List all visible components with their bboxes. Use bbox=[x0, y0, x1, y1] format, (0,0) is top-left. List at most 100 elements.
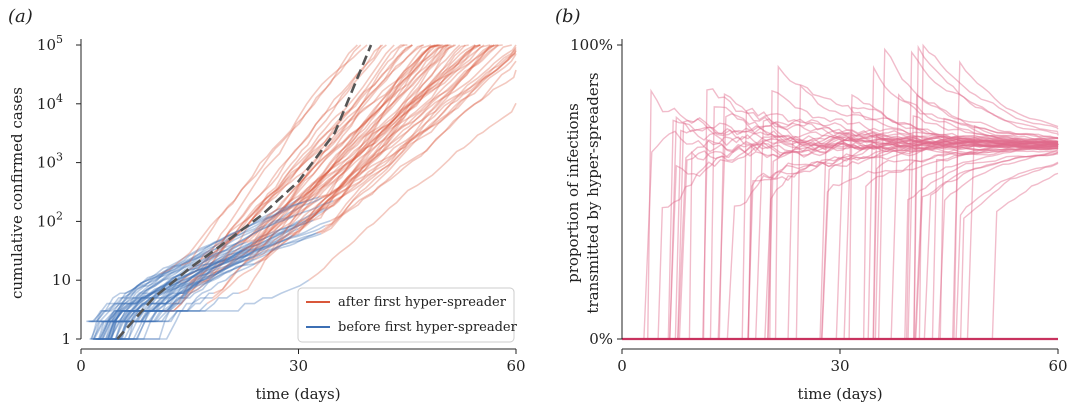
legend-frame bbox=[297, 287, 515, 343]
panel-b-run bbox=[622, 147, 1059, 340]
panel-b-run bbox=[622, 50, 1059, 340]
panel-a-run-after bbox=[313, 44, 451, 222]
panel-b-run bbox=[622, 143, 1059, 340]
panel-a-run-after bbox=[292, 44, 456, 237]
panel-a-run-before bbox=[114, 248, 247, 340]
panel-a-run-after bbox=[200, 44, 408, 260]
panel-a-run-before bbox=[103, 292, 191, 340]
panel-a-run-after bbox=[188, 44, 387, 271]
panel-a-run-before bbox=[95, 241, 248, 340]
panel-a-run-before bbox=[112, 292, 239, 340]
panel-a-run-before bbox=[112, 230, 289, 340]
panel-a: (a) 1 10 102 103 104 105 0 30 60 time (days) cum… bbox=[8, 6, 526, 403]
panel-b-run bbox=[622, 172, 1059, 340]
panel-a-run-after bbox=[253, 44, 497, 265]
panel-a-y-label: cumulative confirmed cases bbox=[8, 87, 26, 299]
panel-b-run bbox=[622, 113, 1059, 340]
panel-a-run-after bbox=[289, 48, 517, 236]
panel-a-run-after bbox=[302, 44, 491, 203]
panel-a-run-after bbox=[212, 44, 500, 299]
panel-b-y-tick-label: 100% bbox=[570, 36, 613, 54]
panel-a-x-tick-label: 0 bbox=[76, 357, 86, 375]
panel-a-run-after bbox=[320, 44, 499, 235]
panel-b-run bbox=[622, 119, 1059, 340]
panel-b-run bbox=[622, 150, 1059, 340]
panel-b-run bbox=[622, 106, 1059, 340]
panel-a-run-after bbox=[213, 44, 441, 258]
panel-b-run bbox=[622, 64, 1059, 340]
panel-a-run-after bbox=[214, 44, 441, 247]
panel-a-y-tick-exponent: 4 bbox=[56, 92, 63, 105]
panel-a-run-after bbox=[260, 46, 517, 262]
panel-a-run-after bbox=[251, 44, 481, 258]
panel-b-run bbox=[622, 141, 1059, 340]
panel-a-run-before bbox=[93, 272, 214, 340]
panel-a-run-after bbox=[160, 44, 362, 275]
panel-b-run bbox=[622, 147, 1059, 340]
panel-b-run bbox=[622, 60, 1059, 340]
panel-a-run-after bbox=[206, 53, 517, 305]
panel-b-run bbox=[622, 124, 1059, 340]
panel-b-run bbox=[622, 140, 1059, 340]
panel-a-run-after bbox=[189, 44, 461, 294]
panel-b-y-label-line1: proportion of infections bbox=[564, 103, 582, 283]
panel-a-y-tick-label: 103 bbox=[37, 151, 63, 172]
panel-b-run bbox=[622, 133, 1059, 340]
panel-a-run-before bbox=[97, 228, 299, 340]
panel-a-run-before bbox=[115, 248, 252, 340]
panel-b-run bbox=[622, 93, 1059, 340]
panel-a-run-before bbox=[106, 297, 213, 340]
panel-a-series bbox=[86, 44, 517, 340]
panel-a-run-before bbox=[108, 256, 252, 340]
panel-b-run bbox=[622, 122, 1059, 340]
panel-b-run bbox=[622, 138, 1059, 340]
panel-a-run-before bbox=[87, 258, 202, 323]
panel-b-run bbox=[622, 127, 1059, 340]
legend-label-before: before first hyper-spreader bbox=[338, 320, 518, 335]
panel-a-run-after bbox=[246, 44, 405, 250]
panel-a-run-before bbox=[86, 200, 334, 323]
panel-a-run-before bbox=[116, 282, 191, 323]
panel-b-run bbox=[622, 84, 1059, 340]
panel-a-run-before bbox=[106, 258, 211, 322]
panel-b-run bbox=[622, 117, 1059, 340]
panel-a-run-after bbox=[300, 44, 438, 198]
panel-b-run bbox=[622, 124, 1059, 340]
panel-b-run bbox=[622, 94, 1059, 340]
panel-b-run bbox=[622, 88, 1059, 340]
panel-a-run-before bbox=[89, 272, 161, 340]
panel-a-run-before bbox=[113, 220, 307, 340]
panel-b-run bbox=[622, 137, 1059, 340]
panel-a-run-before bbox=[92, 292, 189, 340]
panel-a-y-tick-exponent: 2 bbox=[56, 209, 63, 222]
panel-a-run-after bbox=[189, 44, 425, 284]
panel-a-run-after bbox=[181, 44, 413, 284]
panel-b-run bbox=[622, 115, 1059, 340]
panel-a-run-before bbox=[113, 232, 322, 323]
panel-a-run-before bbox=[110, 282, 199, 323]
panel-a-run-after bbox=[272, 44, 439, 218]
panel-a-run-after bbox=[197, 44, 384, 284]
panel-a-run-after bbox=[242, 44, 424, 244]
panel-a-run-before bbox=[107, 219, 314, 340]
panel-a-run-after bbox=[308, 102, 517, 281]
panel-a-run-after bbox=[247, 44, 466, 253]
panel-a-x-tick-label: 30 bbox=[289, 357, 308, 375]
panel-a-y-tick-label: 1 bbox=[61, 330, 71, 348]
panel-b-run bbox=[622, 140, 1059, 340]
panel-a-run-before bbox=[92, 208, 328, 340]
panel-a-run-after bbox=[241, 44, 452, 251]
panel-a-run-after bbox=[187, 44, 449, 294]
panel-a-run-after bbox=[246, 44, 443, 244]
panel-a-label: (a) bbox=[8, 6, 33, 27]
panel-a-run-before bbox=[96, 245, 216, 323]
panel-a-y-tick-label: 104 bbox=[37, 92, 63, 113]
panel-b-run bbox=[622, 153, 1059, 340]
panel-a-y-tick-exponent: 3 bbox=[56, 151, 63, 164]
panel-b-run bbox=[622, 44, 1059, 340]
panel-a-run-after bbox=[177, 44, 395, 284]
panel-b-x-tick-label: 60 bbox=[1048, 357, 1067, 375]
panel-b-run bbox=[622, 147, 1059, 340]
panel-a-run-after bbox=[321, 44, 444, 199]
